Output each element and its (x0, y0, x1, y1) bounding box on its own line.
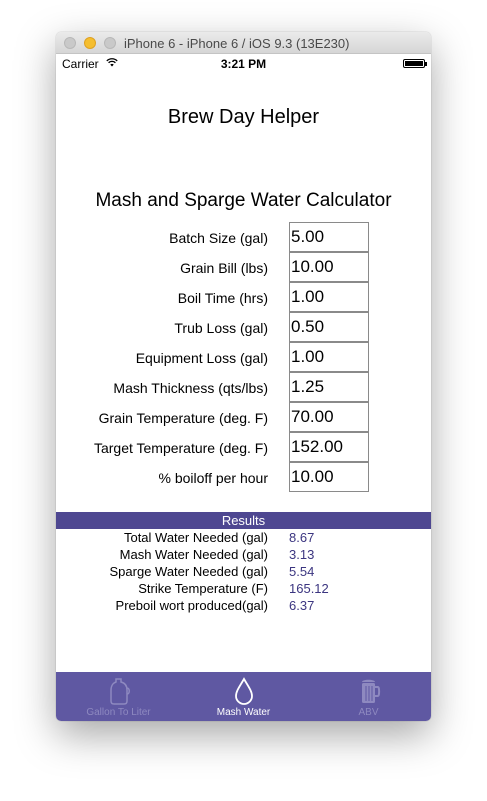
tab-mash-water[interactable]: Mash Water (181, 672, 306, 721)
sparge-water-value: 5.54 (289, 564, 315, 579)
grain-bill-row: Grain Bill (lbs) 10.00 (56, 252, 431, 282)
grain-temperature-input[interactable]: 70.00 (289, 402, 369, 432)
grain-bill-label: Grain Bill (lbs) (180, 260, 268, 276)
mash-water-label: Mash Water Needed (gal) (119, 547, 268, 562)
close-window-button[interactable] (64, 37, 76, 49)
mash-thickness-label: Mash Thickness (qts/lbs) (113, 380, 268, 396)
window-titlebar: iPhone 6 - iPhone 6 / iOS 9.3 (13E230) (56, 32, 431, 54)
trub-loss-input[interactable]: 0.50 (289, 312, 369, 342)
boiloff-row: % boiloff per hour 10.00 (56, 462, 431, 492)
results-header: Results (56, 512, 431, 529)
target-temperature-label: Target Temperature (deg. F) (93, 440, 268, 456)
batch-size-label: Batch Size (gal) (169, 230, 268, 246)
sparge-water-label: Sparge Water Needed (gal) (109, 564, 269, 579)
status-bar: Carrier 3:21 PM (56, 54, 431, 74)
app-title: Brew Day Helper (167, 106, 320, 128)
boiloff-label: % boiloff per hour (158, 470, 268, 486)
tab-gallon-to-liter-label: Gallon To Liter (86, 707, 151, 718)
preboil-wort-label: Preboil wort produced(gal) (115, 598, 268, 613)
grain-bill-input[interactable]: 10.00 (289, 252, 369, 282)
tab-abv[interactable]: ABV (306, 672, 431, 721)
minimize-window-button[interactable] (84, 37, 96, 49)
mash-thickness-row: Mash Thickness (qts/lbs) 1.25 (56, 372, 431, 402)
battery-icon (403, 59, 427, 68)
simulator-window: iPhone 6 - iPhone 6 / iOS 9.3 (13E230) C… (56, 32, 431, 721)
jug-icon (109, 678, 130, 705)
batch-size-input[interactable]: 5.00 (289, 222, 369, 252)
equipment-loss-row: Equipment Loss (gal) 1.00 (56, 342, 431, 372)
target-temperature-row: Target Temperature (deg. F) 152.00 (56, 432, 431, 462)
mash-water-row: Mash Water Needed (gal) 3.13 (56, 547, 431, 564)
tab-abv-label: ABV (358, 707, 379, 718)
preboil-wort-value: 6.37 (289, 598, 315, 613)
grain-temperature-row: Grain Temperature (deg. F) 70.00 (56, 402, 431, 432)
preboil-wort-row: Preboil wort produced(gal) 6.37 (56, 598, 431, 615)
strike-temperature-label: Strike Temperature (F) (138, 581, 268, 596)
sparge-water-row: Sparge Water Needed (gal) 5.54 (56, 564, 431, 581)
mash-water-value: 3.13 (289, 547, 315, 562)
beer-mug-icon (361, 679, 380, 703)
target-temperature-input[interactable]: 152.00 (289, 432, 369, 462)
tab-mash-water-label: Mash Water (216, 707, 271, 718)
total-water-value: 8.67 (289, 530, 315, 545)
equipment-loss-input[interactable]: 1.00 (289, 342, 369, 372)
boiloff-input[interactable]: 10.00 (289, 462, 369, 492)
batch-size-row: Batch Size (gal) 5.00 (56, 222, 431, 252)
wifi-icon (106, 58, 118, 67)
boil-time-input[interactable]: 1.00 (289, 282, 369, 312)
total-water-label: Total Water Needed (gal) (123, 530, 268, 545)
carrier-label: Carrier (62, 57, 99, 71)
boil-time-label: Boil Time (hrs) (177, 290, 268, 306)
trub-loss-row: Trub Loss (gal) 0.50 (56, 312, 431, 342)
trub-loss-label: Trub Loss (gal) (174, 320, 268, 336)
equipment-loss-label: Equipment Loss (gal) (135, 350, 268, 366)
tab-gallon-to-liter[interactable]: Gallon To Liter (56, 672, 181, 721)
mash-thickness-input[interactable]: 1.25 (289, 372, 369, 402)
strike-temperature-row: Strike Temperature (F) 165.12 (56, 581, 431, 598)
boil-time-row: Boil Time (hrs) 1.00 (56, 282, 431, 312)
total-water-row: Total Water Needed (gal) 8.67 (56, 530, 431, 547)
strike-temperature-value: 165.12 (289, 581, 329, 596)
grain-temperature-label: Grain Temperature (deg. F) (98, 410, 268, 426)
tab-bar: Gallon To Liter Mash Water ABV (56, 672, 431, 721)
water-drop-icon (234, 677, 253, 705)
window-title: iPhone 6 - iPhone 6 / iOS 9.3 (13E230) (124, 36, 350, 51)
zoom-window-button[interactable] (104, 37, 116, 49)
calculator-title: Mash and Sparge Water Calculator (95, 190, 392, 211)
device-screen: Carrier 3:21 PM Brew Day Helper Mash and… (56, 54, 431, 721)
status-time: 3:21 PM (220, 57, 267, 71)
